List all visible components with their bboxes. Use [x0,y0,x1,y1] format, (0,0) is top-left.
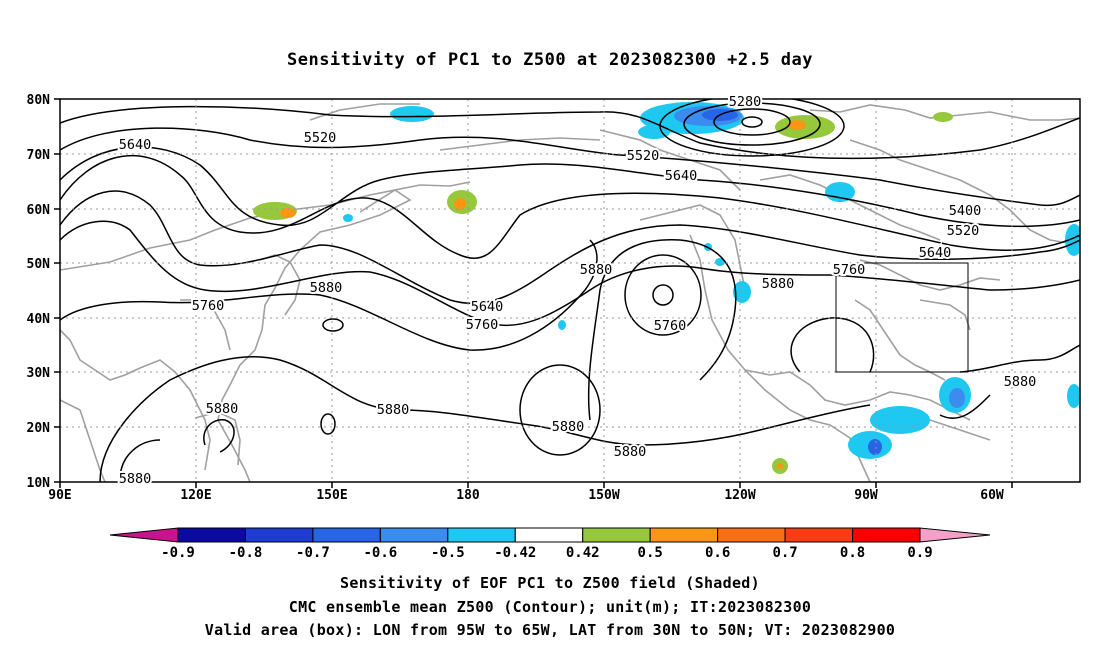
colorbar-label: -0.6 [364,545,398,561]
colorbar-segment [312,527,381,543]
lon-label-90e: 90E [48,488,71,503]
contour-label: 5880 [377,402,410,418]
contour-label: 5880 [1004,374,1037,390]
contour-label: 5880 [580,262,613,278]
colorbar-label: 0.8 [840,545,865,561]
colorbar-label: 0.5 [638,545,663,561]
colorbar-segment [649,527,719,543]
colorbar-segment [852,527,921,543]
colorbar-label: -0.5 [431,545,465,561]
colorbar-segment [379,527,449,543]
contour-label: 5760 [192,298,225,314]
lat-label-70n: 70N [27,148,51,163]
colorbar-segment [784,527,854,543]
footer-line-3: Valid area (box): LON from 95W to 65W, L… [204,621,896,639]
colorbar-segment [582,527,651,543]
lon-label-150e: 150E [316,488,347,503]
lat-label-40n: 40N [27,312,51,327]
gridlines [60,99,1080,482]
colorbar-high-end [919,527,991,543]
colorbar-segment [447,527,516,543]
colorbar-segment [514,527,584,543]
colorbar-low-end [109,527,179,543]
contour-label: 5760 [833,262,866,278]
plot-frame [59,98,1081,483]
contour-label: 5640 [471,299,504,315]
contour-label: 5880 [614,444,647,460]
lat-label-60n: 60N [27,203,51,218]
lon-labels: 90E 120E 150E 180 150W 120W 90W 60W [48,488,1004,503]
contour-label: 5880 [206,401,239,417]
lat-label-50n: 50N [27,257,51,272]
lon-label-90w: 90W [854,488,878,503]
contour-label: 5880 [762,276,795,292]
lat-label-10n: 10N [27,476,51,491]
contour-label: 5640 [119,137,152,153]
colorbar-label: -0.42 [494,545,536,561]
z500-contours [60,99,1080,482]
contour-label: 5640 [919,245,952,261]
colorbar: -0.9 -0.8 -0.7 -0.6 -0.5 -0.42 0.42 0.5 0.6 0.7 0.… [109,527,991,561]
contour-label: 5280 [729,94,762,110]
lat-labels: 80N 70N 60N 50N 40N 30N 20N 10N [27,93,51,491]
colorbar-label: 0.7 [772,545,797,561]
contour-label: 5520 [304,130,337,146]
lon-label-180: 180 [456,488,480,503]
lat-label-80n: 80N [27,93,51,108]
contour-labels: 5280 5520 5640 5520 5640 5400 5520 5640 … [117,92,1039,489]
lat-label-30n: 30N [27,366,51,381]
footer-line-1: Sensitivity of EOF PC1 to Z500 field (Sh… [340,574,760,592]
contour-label: 5760 [654,318,687,334]
colorbar-label: -0.9 [161,545,195,561]
lat-label-20n: 20N [27,421,51,436]
lon-label-60w: 60W [980,488,1004,503]
contour-label: 5400 [949,203,982,219]
tick-marks [54,98,1013,488]
contour-label: 5880 [119,471,152,487]
lon-label-120w: 120W [724,488,755,503]
map-title: Sensitivity of PC1 to Z500 at 2023082300… [286,50,813,70]
colorbar-label: 0.6 [705,545,730,561]
colorbar-label: 0.42 [566,545,600,561]
colorbar-label: 0.9 [907,545,932,561]
contour-label: 5640 [665,168,698,184]
contour-label: 5880 [552,419,585,435]
footer-line-2: CMC ensemble mean Z500 (Contour); unit(m… [288,598,812,616]
valid-area-box [835,262,969,373]
lon-label-120e: 120E [180,488,211,503]
colorbar-label: -0.8 [229,545,263,561]
colorbar-label: -0.7 [296,545,330,561]
contour-label: 5880 [310,280,343,296]
colorbar-segment [244,527,314,543]
colorbar-segment [717,527,786,543]
colorbar-segment [177,527,246,543]
lon-label-150w: 150W [588,488,619,503]
contour-label: 5520 [627,148,660,164]
contour-label: 5520 [947,223,980,239]
contour-label: 5760 [466,317,499,333]
